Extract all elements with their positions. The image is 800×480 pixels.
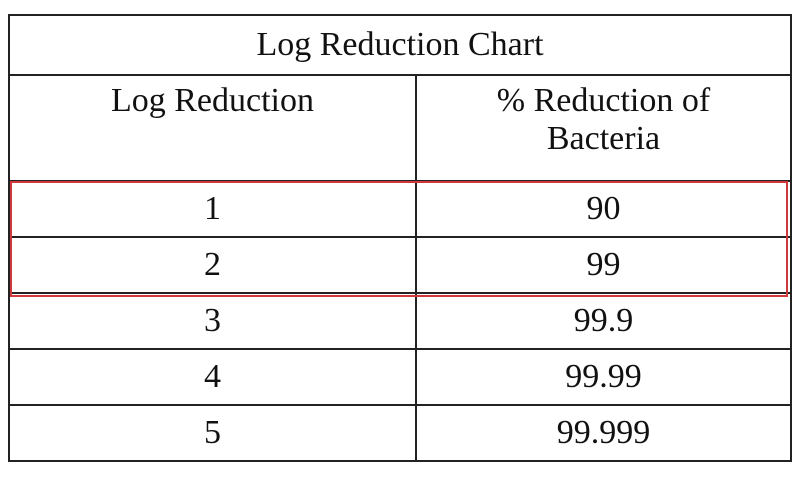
header-row: Log Reduction % Reduction of Bacteria bbox=[8, 74, 792, 182]
table-body: Log Reduction Chart Log Reduction % Redu… bbox=[8, 14, 792, 462]
table-title: Log Reduction Chart bbox=[8, 14, 792, 76]
title-row: Log Reduction Chart bbox=[8, 14, 792, 76]
data-row: 5 99.999 bbox=[8, 404, 792, 462]
data-row: 4 99.99 bbox=[8, 348, 792, 406]
percent-cell: 99.9 bbox=[415, 292, 792, 350]
percent-cell: 99 bbox=[415, 236, 792, 294]
log-reduction-cell: 5 bbox=[8, 404, 417, 462]
log-reduction-cell: 4 bbox=[8, 348, 417, 406]
data-row: 3 99.9 bbox=[8, 292, 792, 350]
log-reduction-cell: 1 bbox=[8, 180, 417, 238]
percent-cell: 99.99 bbox=[415, 348, 792, 406]
column-header: % Reduction of Bacteria bbox=[415, 74, 792, 182]
log-reduction-cell: 3 bbox=[8, 292, 417, 350]
data-row: 2 99 bbox=[8, 236, 792, 294]
log-reduction-table: Log Reduction Chart Log Reduction % Redu… bbox=[8, 14, 792, 462]
percent-cell: 99.999 bbox=[415, 404, 792, 462]
log-reduction-cell: 2 bbox=[8, 236, 417, 294]
percent-cell: 90 bbox=[415, 180, 792, 238]
column-header: Log Reduction bbox=[8, 74, 417, 182]
data-row: 1 90 bbox=[8, 180, 792, 238]
